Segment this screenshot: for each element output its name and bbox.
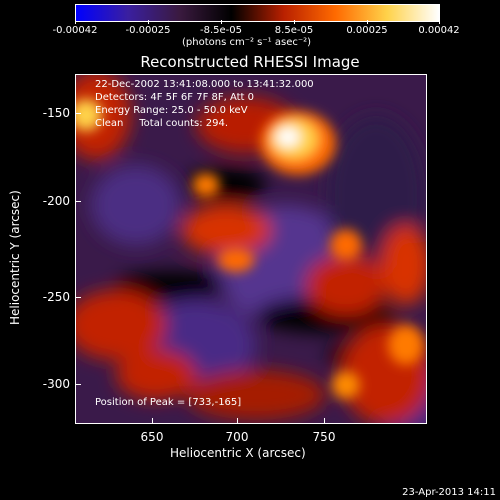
y-tick-label: -250 <box>42 290 70 304</box>
y-tick-label: -200 <box>42 194 70 208</box>
colorbar-tick-label: 0.00025 <box>346 25 388 36</box>
image-frame <box>75 74 427 424</box>
colorbar-tick-label: -0.00025 <box>125 25 171 36</box>
colorbar-tick-label: 8.5e-05 <box>274 25 314 36</box>
y-axis-label: Heliocentric Y (arcsec) <box>8 190 22 325</box>
image-title: Reconstructed RHESSI Image <box>140 53 360 71</box>
colorbar-tick <box>75 20 76 24</box>
x-tick-label: 700 <box>225 430 249 444</box>
y-tick-label: -300 <box>42 377 70 391</box>
x-tick-label: 650 <box>140 430 164 444</box>
y-axis-tick <box>75 384 81 385</box>
x-axis-tick <box>237 418 238 424</box>
y-axis-tick <box>75 113 81 114</box>
y-axis-tick <box>75 201 81 202</box>
x-axis-tick <box>152 418 153 424</box>
x-axis-tick <box>324 418 325 424</box>
colorbar-tick <box>148 20 149 24</box>
detectors-annotation: Detectors: 4F 5F 6F 7F 8F, Att 0 <box>95 92 255 103</box>
generation-timestamp: 23-Apr-2013 14:11 <box>402 487 496 498</box>
colorbar-tick <box>221 20 222 24</box>
colorbar <box>75 4 440 22</box>
colorbar-tick <box>367 20 368 24</box>
x-axis-label: Heliocentric X (arcsec) <box>170 446 306 460</box>
x-tick-label: 750 <box>312 430 336 444</box>
colorbar-tick <box>294 20 295 24</box>
colorbar-tick-label: -8.5e-05 <box>200 25 242 36</box>
y-tick-label: -150 <box>42 106 70 120</box>
colorbar-tick-label: -0.00042 <box>52 25 98 36</box>
colorbar-units-label: (photons cm⁻² s⁻¹ asec⁻²) <box>182 37 312 48</box>
energy-range-annotation: Energy Range: 25.0 - 50.0 keV <box>95 105 248 116</box>
rhessi-image <box>76 75 426 423</box>
time-range-annotation: 22-Dec-2002 13:41:08.000 to 13:41:32.000 <box>95 79 314 90</box>
colorbar-tick-label: 0.00042 <box>418 25 460 36</box>
colorbar-tick <box>439 20 440 24</box>
algorithm-counts-annotation: Clean Total counts: 294. <box>95 118 229 129</box>
y-axis-tick <box>75 297 81 298</box>
peak-position-annotation: Position of Peak = [733,-165] <box>95 397 242 408</box>
